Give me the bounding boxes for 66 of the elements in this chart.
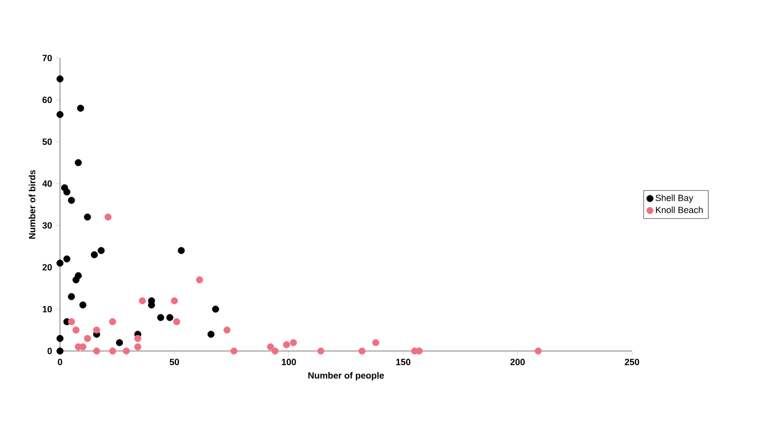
point	[372, 339, 380, 346]
x-tick-label: 150	[396, 358, 410, 366]
x-tick-label: 50	[170, 358, 180, 366]
point	[272, 348, 279, 354]
x-tick-label: 0	[58, 358, 62, 366]
point	[72, 326, 80, 334]
y-tick-label: 60	[42, 96, 52, 104]
legend-label: Knoll Beach	[656, 206, 703, 214]
point	[74, 159, 82, 166]
point	[166, 314, 174, 322]
point	[109, 318, 116, 326]
y-tick-label: 70	[42, 54, 52, 62]
point	[416, 348, 423, 354]
point	[93, 326, 100, 334]
y-tick-label: 0	[48, 348, 52, 354]
point	[283, 341, 290, 348]
point	[134, 334, 142, 342]
point	[56, 348, 64, 354]
x-tick-label: 200	[510, 358, 525, 366]
point	[56, 75, 64, 82]
point	[208, 330, 215, 338]
point	[63, 188, 70, 196]
y-tick-label: 10	[42, 306, 52, 312]
point	[317, 348, 324, 354]
point	[56, 334, 64, 342]
y-tick-label: 30	[42, 222, 52, 229]
point	[534, 348, 542, 354]
point	[196, 276, 204, 284]
point	[68, 293, 75, 300]
point	[178, 247, 185, 254]
point	[56, 111, 64, 118]
point	[84, 214, 91, 221]
point	[157, 314, 164, 322]
point	[109, 348, 116, 354]
point	[104, 214, 112, 221]
legend-label: Shell Bay	[656, 194, 694, 203]
y-tick-label: 50	[42, 138, 52, 145]
x-tick-label: 100	[282, 358, 296, 366]
point	[173, 318, 180, 326]
point	[134, 343, 142, 350]
point	[122, 348, 130, 354]
point	[79, 301, 86, 308]
y-axis-title: Number of birds	[28, 170, 36, 239]
point	[84, 334, 91, 342]
point	[63, 255, 70, 262]
point	[68, 196, 75, 204]
y-tick-label: 20	[42, 264, 52, 270]
point	[290, 339, 297, 346]
point	[77, 104, 84, 112]
point	[98, 247, 105, 254]
point	[170, 297, 178, 304]
point	[266, 343, 274, 350]
point	[74, 272, 82, 280]
point	[56, 260, 64, 267]
point	[93, 348, 100, 354]
x-tick-label: 250	[624, 358, 640, 366]
y-tick-label: 40	[42, 180, 52, 187]
point	[116, 339, 123, 346]
point	[90, 251, 98, 258]
point	[68, 318, 75, 326]
point	[138, 297, 146, 304]
point	[358, 348, 366, 354]
point	[212, 306, 220, 313]
point	[224, 326, 231, 334]
point	[230, 348, 238, 354]
x-axis-title: Number of people	[308, 372, 384, 380]
